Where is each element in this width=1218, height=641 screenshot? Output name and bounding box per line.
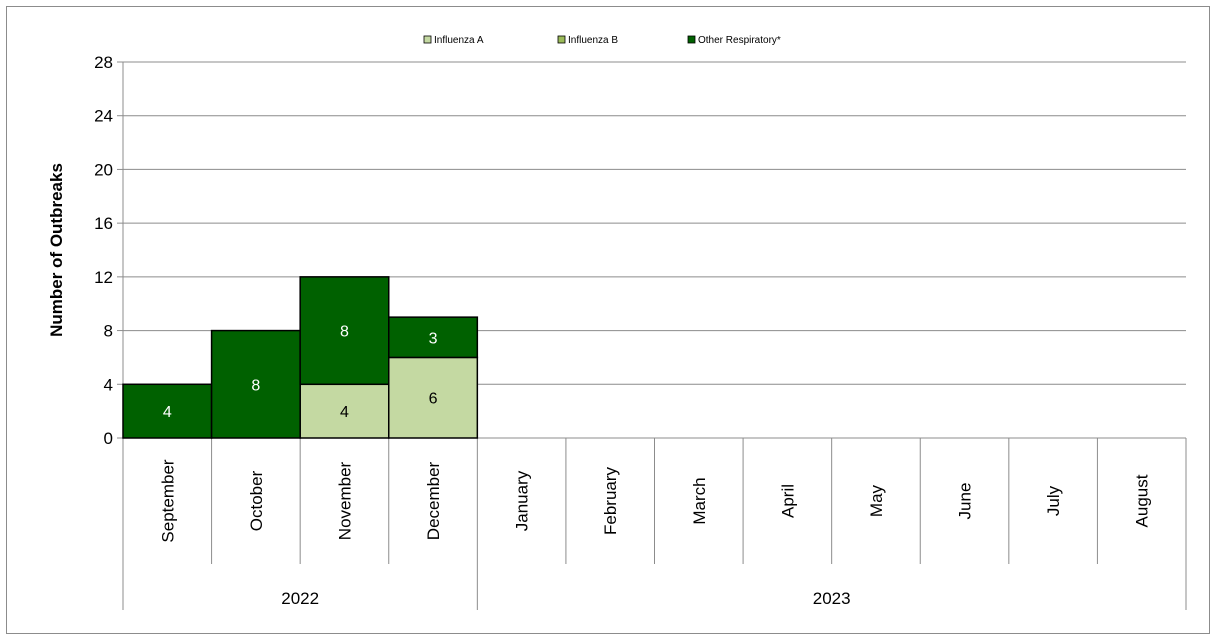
x-category-label: January <box>513 470 532 531</box>
y-tick-label: 0 <box>104 429 113 448</box>
legend-swatch <box>687 35 696 44</box>
data-label: 8 <box>340 324 349 341</box>
x-category-label: July <box>1044 485 1063 516</box>
data-label: 4 <box>163 404 172 421</box>
y-tick-label: 28 <box>94 53 113 72</box>
data-label: 8 <box>251 377 260 394</box>
x-group-label: 2023 <box>813 589 851 608</box>
data-label: 4 <box>340 404 349 421</box>
x-category-label: February <box>601 466 620 535</box>
x-category-label: November <box>335 461 354 540</box>
x-category-label: October <box>247 470 266 531</box>
x-category-label: December <box>424 461 443 540</box>
legend-label: Influenza A <box>434 35 484 46</box>
legend-swatch <box>423 35 432 44</box>
y-tick-label: 20 <box>94 160 113 179</box>
bar-segment <box>388 316 479 359</box>
x-category-label: September <box>158 459 177 542</box>
y-axis-label: Number of Outbreaks <box>47 163 66 337</box>
bar-segment <box>210 329 301 439</box>
legend-swatch <box>557 35 566 44</box>
x-category-label: June <box>956 483 975 520</box>
x-category-label: May <box>867 484 886 517</box>
data-label: 3 <box>429 330 438 347</box>
y-tick-label: 8 <box>104 322 113 341</box>
legend-label: Other Respiratory* <box>698 35 781 46</box>
bar-segment <box>388 356 479 439</box>
y-tick-label: 16 <box>94 214 113 233</box>
x-group-label: 2022 <box>281 589 319 608</box>
y-tick-label: 4 <box>104 375 113 394</box>
x-category-label: March <box>690 477 709 524</box>
x-category-label: August <box>1133 474 1152 527</box>
data-label: 6 <box>429 391 438 408</box>
x-category-label: April <box>778 484 797 518</box>
bar-segment <box>299 276 390 386</box>
y-tick-label: 24 <box>94 107 113 126</box>
legend-label: Influenza B <box>568 35 618 46</box>
y-tick-label: 12 <box>94 268 113 287</box>
